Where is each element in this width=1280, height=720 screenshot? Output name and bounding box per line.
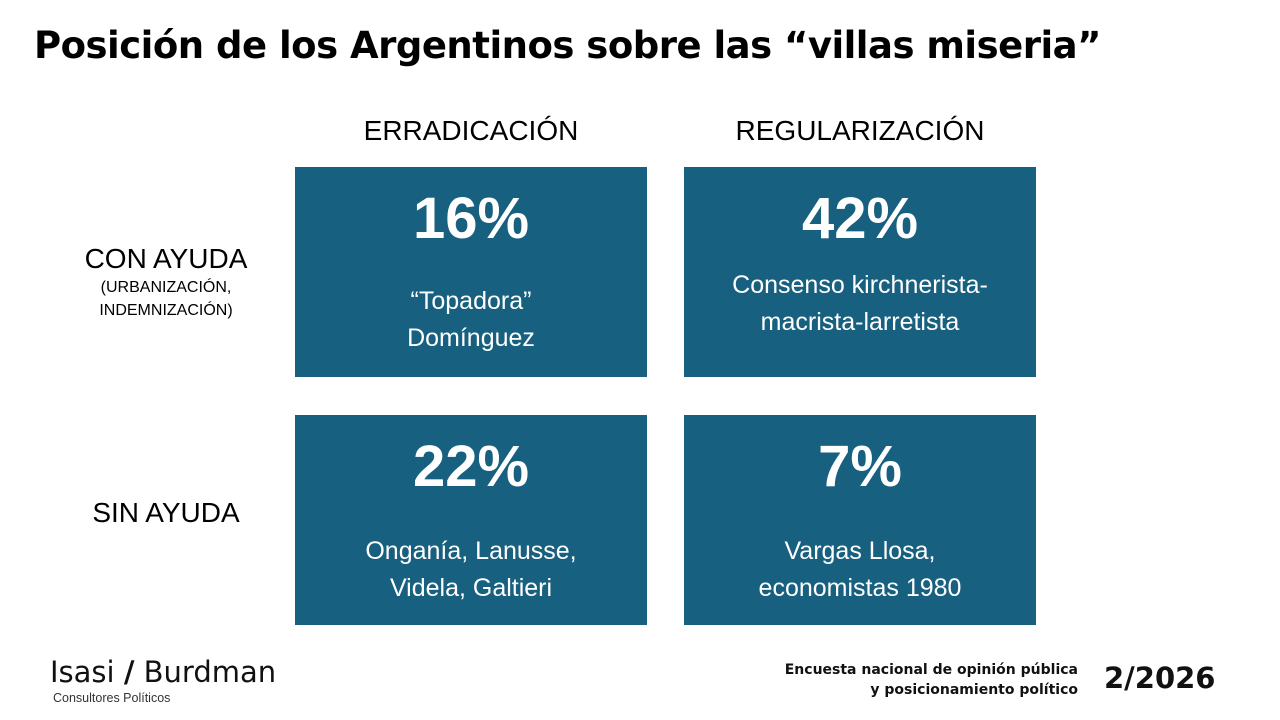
- logo-tagline: Consultores Políticos: [53, 691, 171, 705]
- card-sin-ayuda-regularizacion: 7% Vargas Llosa, economistas 1980: [684, 415, 1036, 625]
- page-title: Posición de los Argentinos sobre las “vi…: [34, 24, 1101, 67]
- card-description-line2: Domínguez: [407, 324, 535, 352]
- row-label-con-ayuda: CON AYUDA (URBANIZACIÓN, INDEMNIZACIÓN): [60, 242, 272, 322]
- row-label-main: CON AYUDA: [84, 243, 248, 274]
- card-description-line1: “Topadora”: [410, 287, 532, 315]
- column-header-regularizacion: REGULARIZACIÓN: [735, 115, 985, 146]
- row-label-sub-line2: INDEMNIZACIÓN): [99, 302, 233, 319]
- survey-label-line1: Encuesta nacional de opinión pública: [784, 662, 1078, 678]
- card-description: “Topadora” Domínguez: [295, 283, 647, 357]
- card-description: Consenso kirchnerista- macrista-larretis…: [684, 267, 1036, 341]
- card-description-line1: Consenso kirchnerista-: [732, 271, 988, 299]
- edition-number: 2/2026: [1104, 661, 1216, 695]
- logo-name-right: Burdman: [143, 655, 277, 689]
- card-percentage: 42%: [801, 186, 919, 251]
- row-label-sin-ayuda: SIN AYUDA: [60, 496, 272, 530]
- survey-label: Encuesta nacional de opinión pública y p…: [785, 660, 1078, 700]
- company-logo: Isasi / Burdman Consultores Políticos: [50, 654, 276, 706]
- card-description-line1: Onganía, Lanusse,: [365, 537, 577, 565]
- logo-name-left: Isasi: [50, 655, 115, 689]
- card-percentage: 16%: [412, 186, 530, 251]
- card-description-line1: Vargas Llosa,: [784, 537, 936, 565]
- card-con-ayuda-regularizacion: 42% Consenso kirchnerista- macrista-larr…: [684, 167, 1036, 377]
- card-description-line2: economistas 1980: [758, 574, 962, 602]
- card-description-line2: macrista-larretista: [760, 308, 960, 336]
- survey-label-line2: y posicionamiento político: [870, 682, 1078, 698]
- card-description: Vargas Llosa, economistas 1980: [684, 533, 1036, 607]
- card-percentage: 22%: [412, 434, 530, 499]
- logo-name: Isasi / Burdman: [50, 654, 276, 690]
- column-header-erradicacion: ERRADICACIÓN: [363, 115, 579, 146]
- card-description-line2: Videla, Galtieri: [389, 574, 553, 602]
- card-percentage: 7%: [818, 434, 902, 499]
- card-sin-ayuda-erradicacion: 22% Onganía, Lanusse, Videla, Galtieri: [295, 415, 647, 625]
- logo-slash: /: [123, 655, 135, 689]
- card-description: Onganía, Lanusse, Videla, Galtieri: [295, 533, 647, 607]
- row-label-main: SIN AYUDA: [92, 497, 240, 528]
- row-label-sub-line1: (URBANIZACIÓN,: [100, 279, 232, 296]
- card-con-ayuda-erradicacion: 16% “Topadora” Domínguez: [295, 167, 647, 377]
